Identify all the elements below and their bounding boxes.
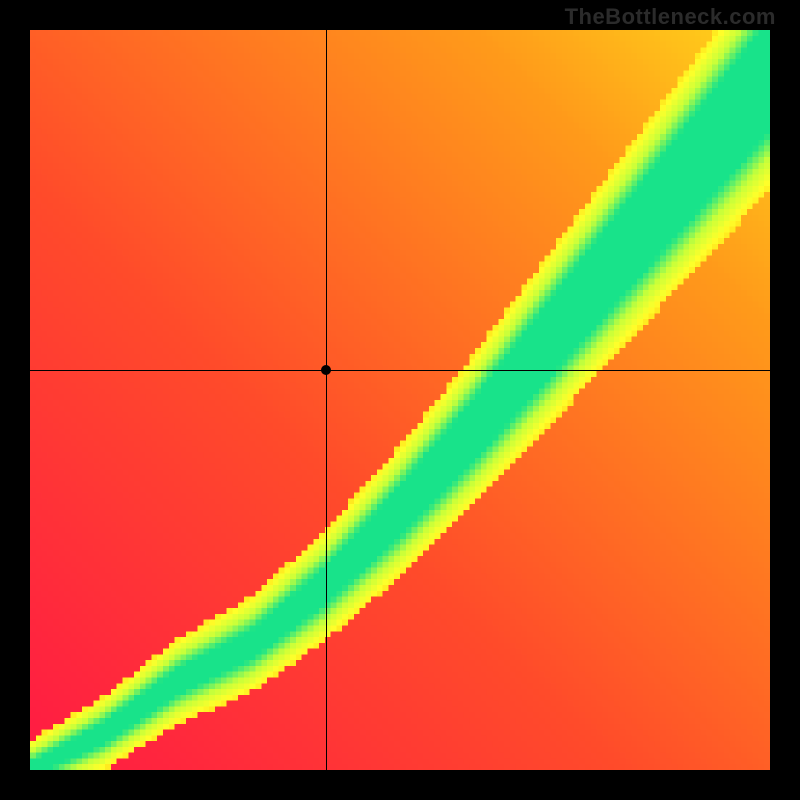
watermark-text: TheBottleneck.com [565, 4, 776, 30]
crosshair-vertical [326, 30, 327, 770]
heatmap-plot [30, 30, 770, 770]
stage: TheBottleneck.com [0, 0, 800, 800]
heatmap-canvas [30, 30, 770, 770]
crosshair-horizontal [30, 370, 770, 371]
marker-dot [321, 365, 331, 375]
